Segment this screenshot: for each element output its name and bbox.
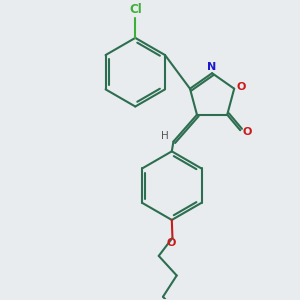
Text: N: N: [208, 62, 217, 72]
Text: O: O: [166, 238, 176, 248]
Text: Cl: Cl: [129, 3, 142, 16]
Text: O: O: [242, 127, 251, 137]
Text: O: O: [236, 82, 245, 92]
Text: H: H: [161, 131, 169, 141]
